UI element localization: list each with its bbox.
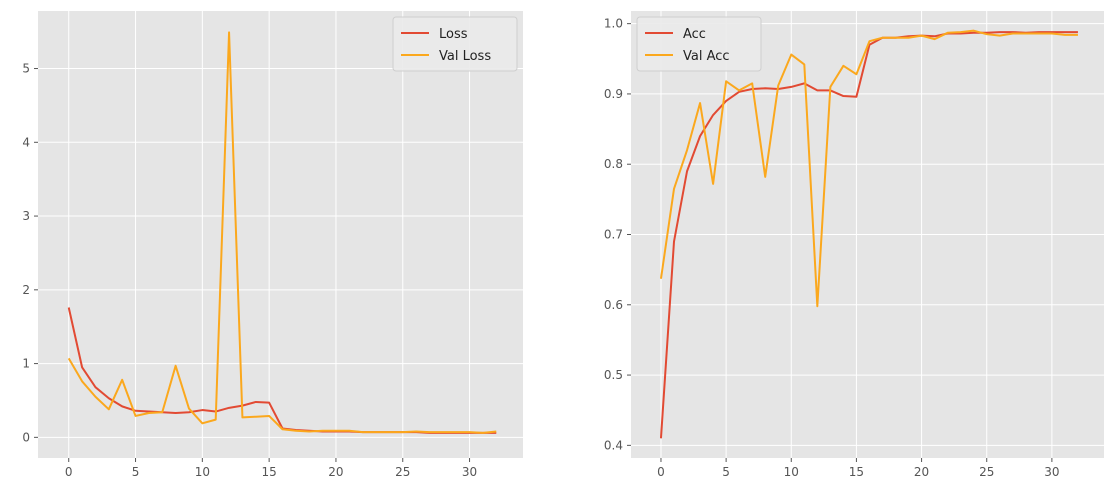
y-tick-label: 1 — [22, 357, 30, 371]
y-tick-label: 0.9 — [604, 87, 623, 101]
x-tick-label: 0 — [657, 465, 665, 479]
x-tick-label: 10 — [195, 465, 210, 479]
y-tick-label: 2 — [22, 283, 30, 297]
legend: Acc Val Acc — [636, 16, 762, 72]
x-tick-label: 25 — [395, 465, 410, 479]
y-tick-label: 1.0 — [604, 17, 623, 31]
series-line-val-loss — [67, 31, 497, 434]
y-tick-label: 0.8 — [604, 157, 623, 171]
x-tick-label: 20 — [328, 465, 343, 479]
legend-label: Acc — [683, 27, 706, 42]
series-line-acc — [659, 31, 1078, 439]
tick-labels: 0 5 10 15 20 25 30 0 1 2 3 4 5 — [22, 62, 477, 479]
x-tick-label: 0 — [65, 465, 73, 479]
y-tick-label: 0.7 — [604, 228, 623, 242]
x-tick-label: 25 — [979, 465, 994, 479]
series-line-val-acc — [659, 29, 1078, 308]
x-tick-label: 30 — [1044, 465, 1059, 479]
tick-labels: 0 5 10 15 20 25 30 0.4 0.5 0.6 0.7 0.8 0.9 1.0 — [604, 17, 1060, 479]
x-tick-label: 10 — [784, 465, 799, 479]
legend: Loss Val Loss — [392, 16, 518, 72]
y-tick-label: 5 — [22, 62, 30, 76]
accuracy-chart: 0 5 10 15 20 25 30 0.4 0.5 0.6 0.7 0.8 0.9 1.0 Acc Val … — [604, 11, 1104, 479]
y-tick-label: 3 — [22, 209, 30, 223]
legend-box — [636, 16, 762, 72]
x-tick-label: 20 — [914, 465, 929, 479]
loss-chart: 0 5 10 15 20 25 30 0 1 2 3 4 5 Loss Val Loss — [22, 11, 523, 479]
legend-label: Val Loss — [439, 49, 491, 64]
plot-area — [38, 11, 523, 458]
legend-box — [392, 16, 518, 72]
y-tick-label: 0.5 — [604, 368, 623, 382]
y-tick-label: 0.4 — [604, 438, 623, 452]
x-tick-label: 5 — [722, 465, 730, 479]
y-tick-label: 0.6 — [604, 298, 623, 312]
x-tick-label: 15 — [849, 465, 864, 479]
y-tick-label: 4 — [22, 135, 30, 149]
x-tick-label: 30 — [462, 465, 477, 479]
y-tick-label: 0 — [22, 430, 30, 444]
x-tick-label: 5 — [132, 465, 140, 479]
legend-label: Loss — [439, 27, 468, 42]
legend-label: Val Acc — [683, 49, 730, 64]
x-tick-label: 15 — [262, 465, 277, 479]
